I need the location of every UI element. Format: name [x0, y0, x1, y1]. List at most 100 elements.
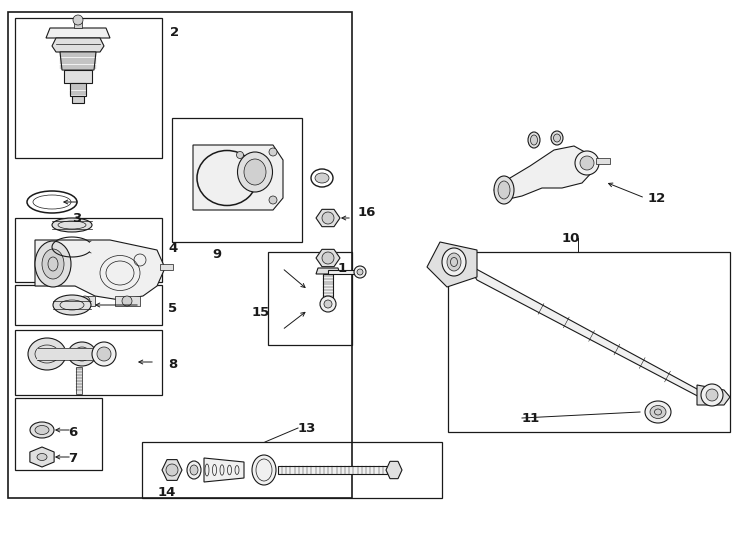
Ellipse shape [531, 135, 537, 145]
Bar [8, 12, 352, 498]
Text: 12: 12 [648, 192, 666, 205]
Ellipse shape [37, 454, 47, 461]
Circle shape [322, 212, 334, 224]
Ellipse shape [42, 249, 64, 279]
Polygon shape [46, 28, 110, 38]
Bar [142, 442, 442, 498]
Polygon shape [64, 70, 92, 83]
Ellipse shape [28, 338, 66, 370]
Polygon shape [278, 466, 387, 474]
Polygon shape [74, 22, 82, 28]
Circle shape [97, 347, 111, 361]
Polygon shape [70, 83, 86, 96]
Circle shape [122, 296, 132, 306]
Ellipse shape [451, 258, 457, 267]
Ellipse shape [35, 241, 71, 287]
Bar [15, 330, 162, 395]
Circle shape [236, 152, 244, 159]
Bar [448, 252, 730, 432]
Circle shape [269, 196, 277, 204]
Ellipse shape [655, 409, 661, 415]
Text: 4: 4 [168, 241, 177, 254]
Polygon shape [427, 242, 477, 287]
Text: 5: 5 [168, 301, 177, 314]
Ellipse shape [244, 159, 266, 185]
Ellipse shape [48, 257, 58, 271]
Text: 6: 6 [68, 426, 77, 438]
Polygon shape [75, 296, 95, 306]
Bar [15, 398, 102, 470]
Circle shape [80, 296, 90, 306]
Polygon shape [162, 460, 182, 481]
Ellipse shape [706, 389, 718, 401]
Polygon shape [160, 264, 173, 270]
Circle shape [73, 15, 83, 25]
Circle shape [575, 151, 599, 175]
Text: 14: 14 [158, 485, 176, 498]
Polygon shape [60, 52, 96, 70]
Circle shape [580, 156, 594, 170]
Ellipse shape [187, 461, 201, 479]
Text: 13: 13 [298, 422, 316, 435]
Ellipse shape [650, 406, 666, 419]
Polygon shape [76, 367, 82, 394]
Ellipse shape [238, 152, 272, 192]
Ellipse shape [442, 248, 466, 276]
Text: 15: 15 [252, 306, 270, 319]
Circle shape [324, 300, 332, 308]
Text: 2: 2 [170, 25, 179, 38]
Polygon shape [596, 158, 610, 164]
Polygon shape [697, 385, 730, 405]
Text: 1: 1 [338, 261, 347, 274]
Polygon shape [316, 249, 340, 267]
Polygon shape [328, 270, 356, 274]
Circle shape [269, 148, 277, 156]
Bar [15, 218, 162, 282]
Polygon shape [467, 264, 707, 401]
Polygon shape [37, 348, 92, 360]
Ellipse shape [528, 132, 540, 148]
Polygon shape [72, 96, 84, 103]
Polygon shape [204, 458, 244, 482]
Ellipse shape [53, 295, 91, 315]
Polygon shape [115, 296, 140, 306]
Circle shape [166, 464, 178, 476]
Text: 11: 11 [522, 411, 540, 424]
Ellipse shape [494, 176, 514, 204]
Circle shape [354, 266, 366, 278]
Text: 16: 16 [358, 206, 377, 219]
Polygon shape [386, 461, 402, 478]
Circle shape [320, 296, 336, 312]
Ellipse shape [315, 173, 329, 183]
Polygon shape [323, 274, 333, 298]
Text: 7: 7 [68, 451, 77, 464]
Ellipse shape [52, 218, 92, 232]
Ellipse shape [645, 401, 671, 423]
Polygon shape [193, 145, 283, 210]
Ellipse shape [498, 181, 510, 199]
Polygon shape [316, 268, 340, 274]
Ellipse shape [68, 342, 96, 366]
Bar [268, 252, 352, 345]
Ellipse shape [551, 131, 563, 145]
Polygon shape [52, 38, 104, 52]
Ellipse shape [190, 465, 198, 475]
Text: 3: 3 [72, 212, 81, 225]
Ellipse shape [701, 384, 723, 406]
Ellipse shape [447, 253, 461, 271]
Polygon shape [35, 240, 165, 300]
Polygon shape [316, 210, 340, 227]
Circle shape [357, 269, 363, 275]
Bar [15, 285, 162, 325]
Ellipse shape [252, 455, 276, 485]
Bar [15, 18, 162, 158]
Ellipse shape [553, 134, 561, 142]
Polygon shape [494, 146, 594, 200]
Bar [172, 118, 302, 242]
Text: 8: 8 [168, 359, 177, 372]
Circle shape [322, 252, 334, 264]
Text: 9: 9 [212, 248, 221, 261]
Text: 10: 10 [562, 232, 581, 245]
Ellipse shape [30, 422, 54, 438]
Polygon shape [30, 447, 54, 467]
